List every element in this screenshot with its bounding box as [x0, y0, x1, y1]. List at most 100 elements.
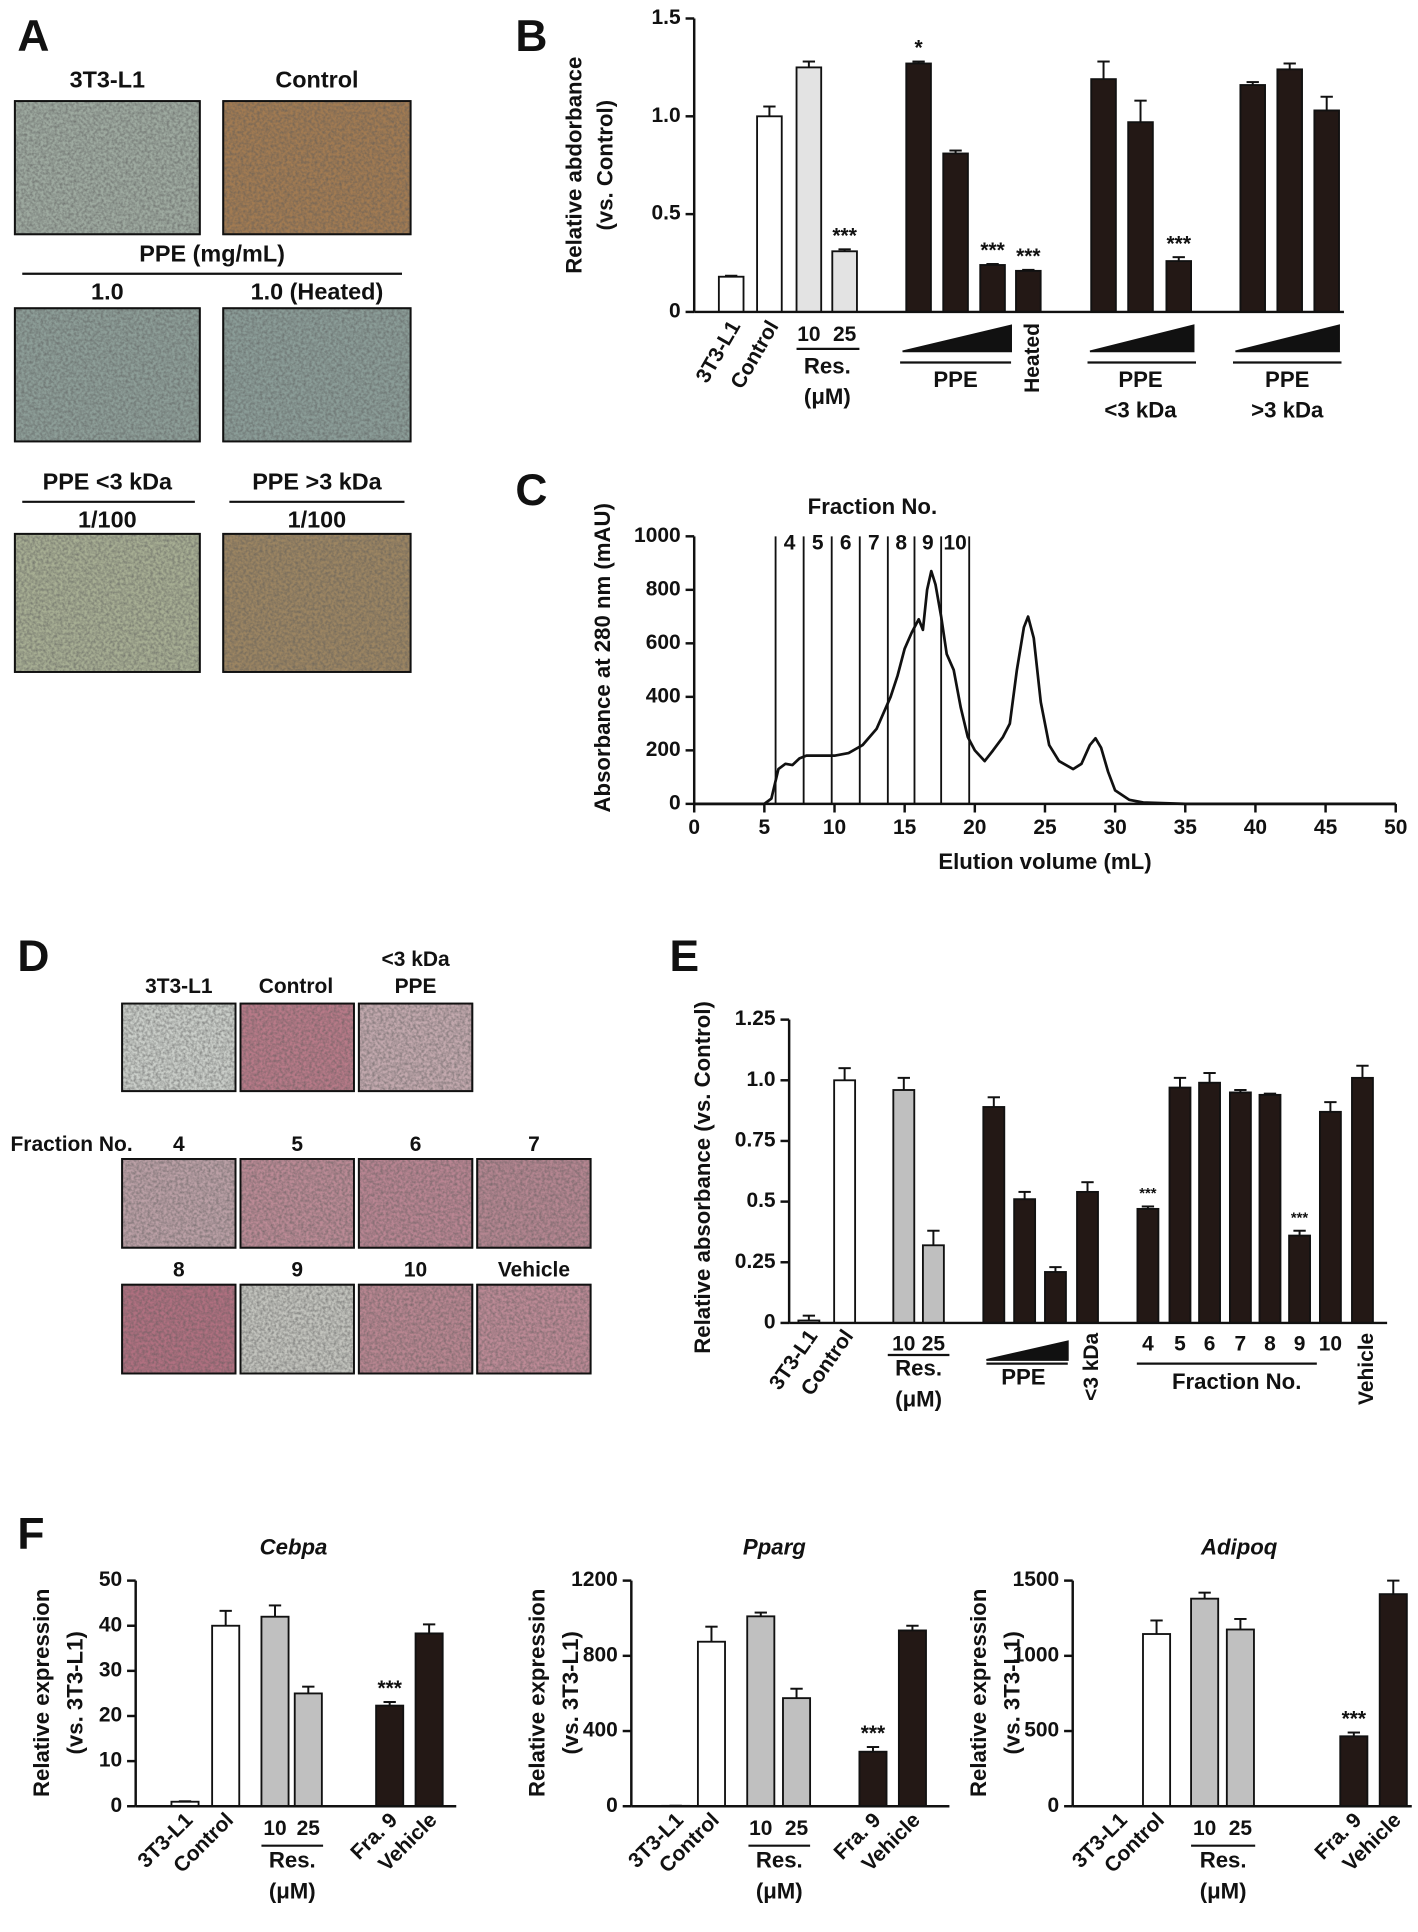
micrograph-frame	[222, 307, 412, 443]
y-tick-label: 1.0	[652, 104, 681, 127]
bar	[756, 115, 783, 313]
group-label: (μM)	[756, 1878, 803, 1903]
bar	[1198, 1081, 1221, 1324]
x-tick-label: 45	[1314, 816, 1338, 839]
group-label: Fraction No.	[1172, 1369, 1301, 1394]
bar	[211, 1624, 241, 1808]
x-tick-label: 25	[785, 1817, 809, 1840]
bar	[979, 264, 1006, 313]
micrograph-texture	[240, 1158, 354, 1248]
y-axis-label: (vs. 3T3-L1)	[62, 1631, 87, 1754]
significance-label: ***	[1291, 1210, 1309, 1226]
label: 7	[528, 1133, 540, 1156]
significance-label: ***	[1167, 232, 1192, 255]
y-axis-label: Relative expression	[525, 1589, 550, 1797]
micrograph-frame	[357, 1283, 474, 1375]
x-tick-label: 6	[1204, 1333, 1216, 1356]
group-label: <3 kDa	[1104, 398, 1177, 423]
panel-letter: C	[515, 466, 547, 515]
bar	[1378, 1593, 1408, 1808]
y-axis-label: Relative absorbance (vs. Control)	[690, 1001, 715, 1354]
y-axis-label: (vs. 3T3-L1)	[558, 1631, 583, 1754]
panel-letter: F	[17, 1510, 44, 1559]
label: PPE (mg/mL)	[139, 240, 285, 266]
x-tick-label: 7	[1235, 1333, 1247, 1356]
group-label: (μM)	[1200, 1878, 1247, 1903]
y-axis-label: Relative abdorbance	[562, 57, 587, 274]
chart-title: Adipoq	[1200, 1534, 1278, 1559]
y-tick-label: 800	[583, 1643, 618, 1666]
bar	[831, 250, 858, 313]
bar	[905, 62, 932, 313]
chart-title: Cebpa	[260, 1534, 328, 1559]
y-tick-label: 40	[99, 1613, 122, 1636]
significance-label: ***	[1016, 245, 1041, 268]
bar	[1044, 1271, 1067, 1324]
bar	[1127, 121, 1154, 313]
bar	[293, 1692, 323, 1808]
y-tick-label: 30	[99, 1658, 122, 1681]
y-tick-label: 0	[764, 1310, 776, 1333]
bar	[795, 66, 823, 313]
panel-letter: B	[515, 12, 547, 61]
micrograph-texture	[477, 1158, 591, 1248]
x-tick-label: 10	[797, 323, 820, 346]
label: 5	[291, 1133, 303, 1156]
group-label: PPE	[1265, 367, 1309, 392]
x-tick-label: 25	[1229, 1817, 1253, 1840]
fraction-label: 6	[840, 531, 852, 554]
group-label: (μM)	[804, 384, 851, 409]
label: 9	[291, 1259, 303, 1282]
y-tick-label: 10	[99, 1749, 122, 1772]
dose-ramp	[986, 1340, 1069, 1361]
bar	[1190, 1597, 1220, 1808]
x-tick-label: 0	[688, 816, 700, 839]
bar	[1090, 78, 1117, 313]
y-axis-label: (vs. 3T3-L1)	[999, 1631, 1024, 1754]
label: 8	[173, 1259, 185, 1282]
x-tick-label: 25	[833, 323, 857, 346]
bar	[921, 1244, 945, 1324]
x-tick-label: 50	[1384, 816, 1407, 839]
micrograph-frame	[357, 1002, 474, 1093]
x-axis-label: Elution volume (mL)	[938, 849, 1151, 874]
x-tick-label: 10	[263, 1817, 286, 1840]
bar	[696, 1640, 726, 1808]
micrograph-frame	[121, 1283, 237, 1375]
y-tick-label: 1200	[571, 1568, 618, 1591]
bar	[1076, 1190, 1099, 1324]
bar	[746, 1615, 776, 1808]
micrograph-frame	[239, 1283, 355, 1375]
bar	[1318, 1110, 1342, 1324]
x-tick-label: 15	[893, 816, 917, 839]
micrograph-texture	[223, 101, 411, 235]
x-tick-label: 9	[1294, 1333, 1306, 1356]
x-tick-label: 5	[759, 816, 771, 839]
x-tick-label: <3 kDa	[1080, 1332, 1103, 1400]
fraction-label: 4	[784, 531, 796, 554]
bar	[858, 1750, 888, 1808]
micrograph-frame	[222, 100, 412, 236]
bar	[897, 1629, 927, 1808]
label: 1.0	[91, 279, 124, 305]
fraction-label: 10	[944, 531, 967, 554]
y-tick-label: 1000	[1013, 1643, 1060, 1666]
y-tick-label: 400	[646, 684, 681, 707]
y-tick-label: 200	[646, 738, 681, 761]
y-tick-label: 1.25	[735, 1007, 776, 1030]
x-tick-label: 40	[1244, 816, 1267, 839]
micrograph-frame	[222, 532, 412, 673]
x-tick-label: 10	[892, 1333, 915, 1356]
label: Vehicle	[498, 1259, 570, 1282]
label: Control	[275, 67, 358, 93]
y-tick-label: 0.75	[735, 1128, 776, 1151]
group-label: >3 kDa	[1251, 398, 1324, 423]
x-tick-label: 5	[1174, 1333, 1186, 1356]
bar	[717, 275, 745, 313]
label: Fraction No.	[11, 1133, 133, 1156]
dose-ramp	[1089, 324, 1195, 353]
x-tick-label: Heated	[1021, 323, 1044, 393]
fraction-label: 9	[922, 531, 934, 554]
